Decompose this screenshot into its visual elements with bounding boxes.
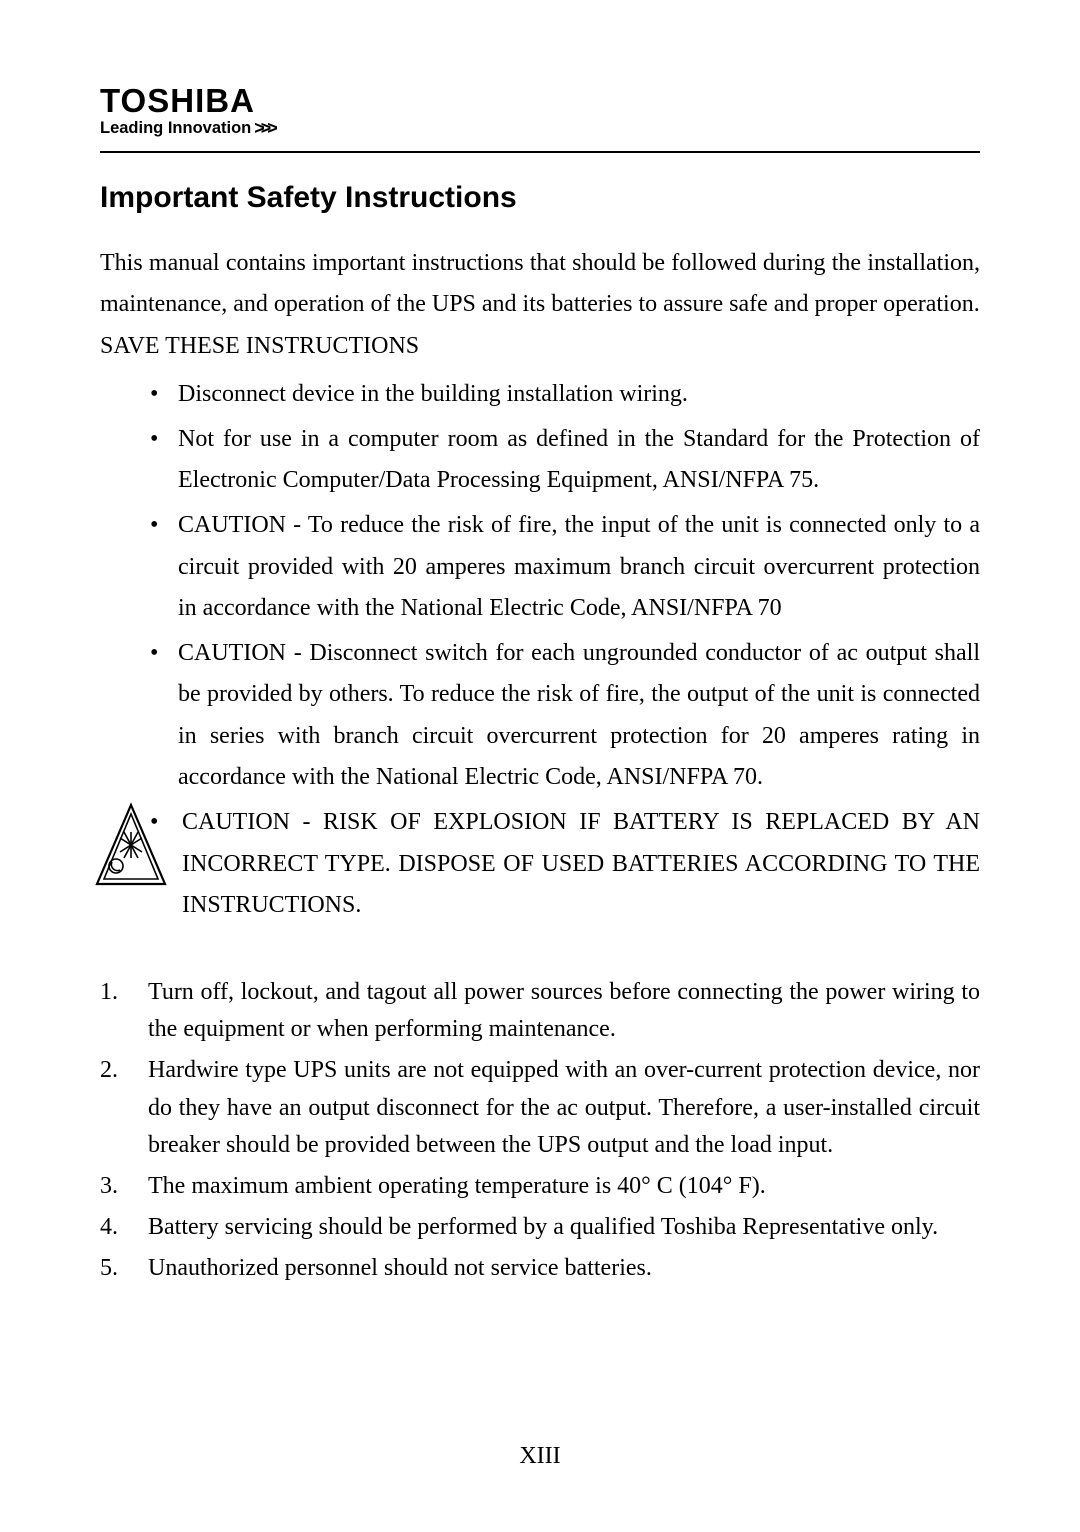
list-item: Hardwire type UPS units are not equipped… bbox=[148, 1052, 980, 1164]
section-title: Important Safety Instructions bbox=[100, 181, 980, 215]
page-number: XIII bbox=[0, 1443, 1080, 1470]
save-instructions-label: SAVE THESE INSTRUCTIONS bbox=[100, 333, 980, 360]
list-item: CAUTION - Disconnect switch for each ung… bbox=[178, 633, 980, 798]
list-item-explosion: CAUTION - RISK OF EXPLOSION IF BATTERY I… bbox=[178, 802, 980, 926]
brand-header: TOSHIBA Leading Innovation >>> bbox=[100, 82, 980, 139]
list-item: Turn off, lockout, and tagout all power … bbox=[148, 974, 980, 1048]
list-item: Not for use in a computer room as define… bbox=[178, 419, 980, 502]
list-item: Disconnect device in the building instal… bbox=[178, 374, 980, 415]
list-item: The maximum ambient operating temperatur… bbox=[148, 1168, 980, 1205]
brand-tagline: Leading Innovation >>> bbox=[100, 118, 980, 139]
header-rule bbox=[100, 151, 980, 153]
explosion-caution-text: CAUTION - RISK OF EXPLOSION IF BATTERY I… bbox=[182, 802, 980, 926]
list-item: Unauthorized personnel should not servic… bbox=[148, 1250, 980, 1287]
document-page: TOSHIBA Leading Innovation >>> Important… bbox=[0, 0, 1080, 1342]
chevrons-icon: >>> bbox=[254, 118, 274, 139]
safety-bullet-list: Disconnect device in the building instal… bbox=[100, 374, 980, 926]
numbered-safety-list: Turn off, lockout, and tagout all power … bbox=[100, 974, 980, 1288]
explosion-warning-icon bbox=[94, 802, 168, 887]
tagline-text: Leading Innovation bbox=[100, 119, 251, 138]
list-item: CAUTION - To reduce the risk of fire, th… bbox=[178, 505, 980, 629]
explosion-row: CAUTION - RISK OF EXPLOSION IF BATTERY I… bbox=[178, 802, 980, 926]
brand-logo-text: TOSHIBA bbox=[100, 82, 980, 120]
intro-paragraph: This manual contains important instructi… bbox=[100, 243, 980, 325]
list-item: Battery servicing should be performed by… bbox=[148, 1209, 980, 1246]
